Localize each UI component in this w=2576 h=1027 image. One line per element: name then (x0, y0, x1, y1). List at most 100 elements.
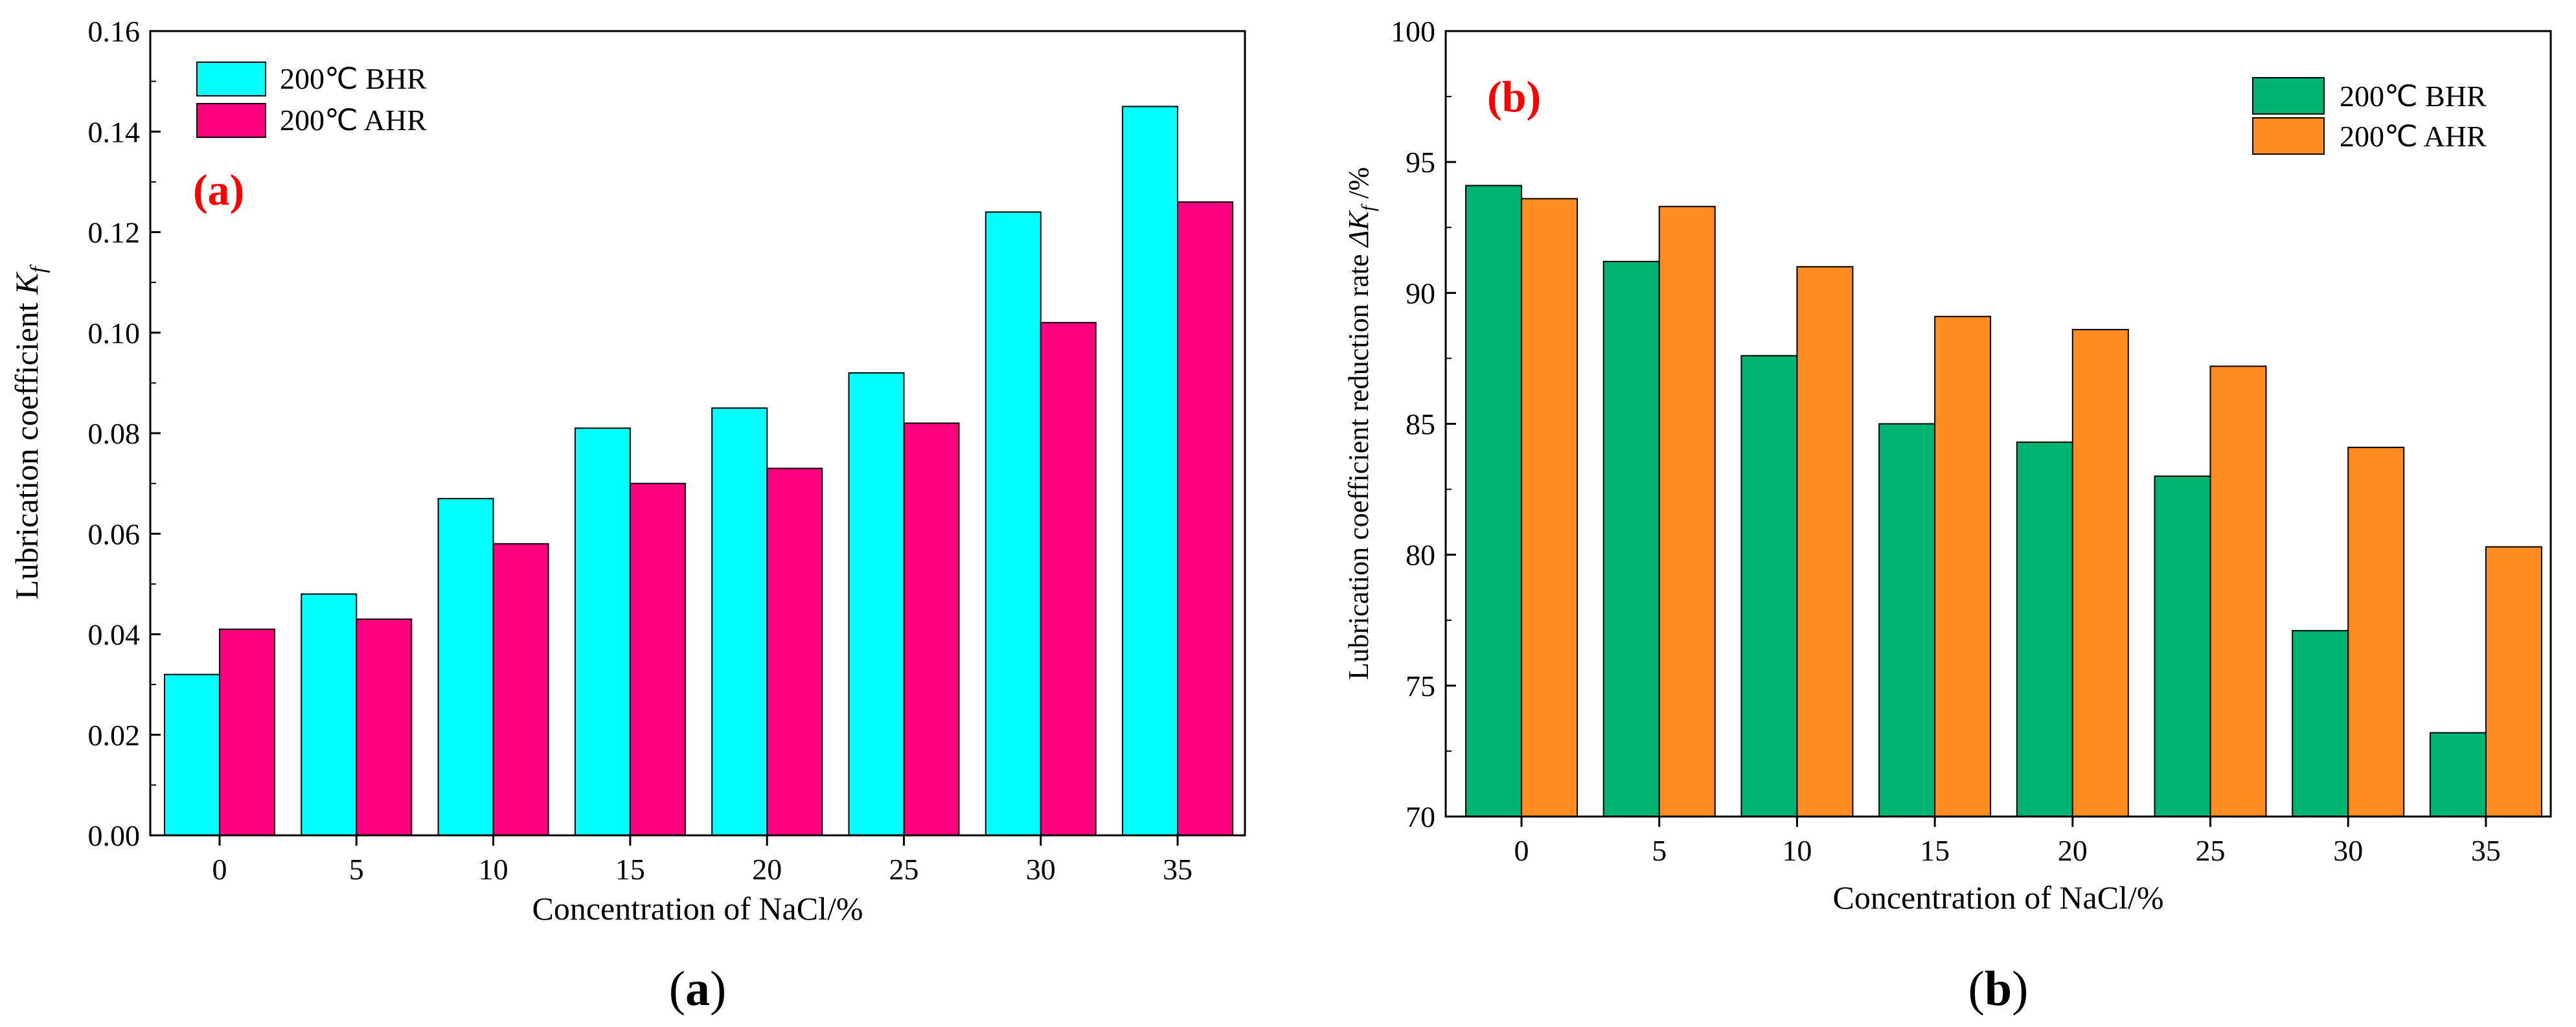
chart-a-bar-bhr-15 (574, 427, 631, 836)
chart-b-bar-ahr-30 (2347, 446, 2405, 817)
chart-b-y-tick-label-75: 75 (1406, 670, 1435, 703)
chart-b-caption: (b) (1968, 962, 2029, 1016)
chart-b-y-label-symbol: ΔK (1343, 210, 1374, 249)
chart-a-bar-ahr-35 (1177, 201, 1234, 836)
chart-b-bar-bhr-0 (1465, 185, 1522, 818)
chart-b-x-tick-label-20: 20 (2058, 834, 2088, 867)
chart-b-bar-ahr-0 (1521, 198, 1578, 818)
chart-a-legend-label-ahr: 200℃ AHR (280, 104, 427, 137)
chart-a-bar-bhr-25 (848, 372, 905, 836)
chart-b-y-label-tail: /% (1343, 167, 1374, 206)
chart-b-x-tick-label-5: 5 (1652, 834, 1667, 867)
chart-a-y-tick-label-0.00: 0.00 (88, 819, 141, 852)
chart-b-legend-swatch-ahr (2252, 117, 2325, 155)
chart-a-y-tick-label-0.16: 0.16 (88, 15, 141, 48)
chart-a-legend-label-bhr: 200℃ BHR (280, 62, 427, 95)
chart-b-bar-bhr-5 (1602, 260, 1660, 817)
chart-a-x-label: Concentration of NaCl/% (532, 890, 863, 927)
chart-b-y-tick-label-100: 100 (1391, 15, 1435, 48)
chart-a-y-label-symbol: K (8, 271, 45, 295)
chart-a-bar-bhr-35 (1122, 106, 1179, 836)
chart-b-x-tick-label-15: 15 (1920, 834, 1950, 867)
chart-a-y-tick-label-0.14: 0.14 (88, 115, 141, 148)
chart-a-x-tick-label-0: 0 (212, 853, 227, 886)
chart-b-bars (1465, 185, 2542, 818)
chart-b-x-tick-label-25: 25 (2196, 834, 2226, 867)
chart-b: 70 75 80 85 90 95 100 0 5 10 15 20 25 30 35 Concentra… (1343, 15, 2552, 1016)
chart-b-y-label: Lubrication coefficient reduction rate Δ… (1343, 167, 1379, 680)
chart-a-x-tick-label-25: 25 (889, 853, 919, 886)
chart-a-panel-tag: (a) (193, 165, 244, 214)
chart-b-y-tick-label-95: 95 (1406, 146, 1435, 179)
chart-a-x-tick-label-30: 30 (1026, 853, 1056, 886)
chart-a-y-label: Lubrication coefficient Kf (8, 264, 51, 600)
chart-b-bar-bhr-25 (2154, 475, 2211, 817)
chart-b-y-ticks: 70 75 80 85 90 95 100 (1391, 15, 1456, 833)
chart-b-panel-tag: (b) (1487, 72, 1541, 121)
chart-b-x-tick-label-10: 10 (1782, 834, 1812, 867)
chart-b-x-tick-label-35: 35 (2471, 834, 2501, 867)
chart-a-x-ticks: 0 5 10 15 20 25 30 35 (212, 835, 1192, 886)
chart-b-bar-ahr-20 (2071, 328, 2129, 817)
chart-b-y-tick-label-80: 80 (1406, 539, 1435, 572)
chart-a-x-tick-label-10: 10 (479, 853, 508, 886)
chart-a-y-tick-label-0.10: 0.10 (88, 317, 141, 350)
chart-b-legend-label-bhr: 200℃ BHR (2340, 80, 2487, 113)
chart-b-y-tick-label-70: 70 (1406, 800, 1435, 833)
chart-b-x-tick-label-0: 0 (1514, 834, 1529, 867)
chart-a-y-tick-label-0.06: 0.06 (88, 517, 141, 550)
chart-b-legend-label-ahr: 200℃ AHR (2340, 120, 2487, 153)
chart-a-legend-swatch-bhr (196, 62, 266, 96)
chart-a-x-tick-label-35: 35 (1163, 853, 1192, 886)
chart-a-bar-ahr-0 (219, 628, 275, 836)
chart-b-bar-ahr-25 (2209, 365, 2267, 817)
chart-a-bar-ahr-10 (492, 543, 549, 837)
chart-b-x-tick-label-30: 30 (2333, 834, 2363, 867)
chart-b-bar-ahr-10 (1796, 265, 1854, 817)
chart-b-bar-ahr-5 (1658, 205, 1716, 817)
chart-a-x-tick-label-5: 5 (349, 853, 364, 886)
chart-b-bar-ahr-15 (1934, 315, 1992, 817)
chart-a-y-tick-label-0.12: 0.12 (88, 216, 141, 249)
chart-a-bar-bhr-0 (164, 673, 220, 836)
chart-a-y-ticks: 0.00 0.02 0.04 0.06 0.08 0.10 0.12 0.14 0.16 (88, 15, 161, 852)
chart-b-caption-letter: b (1985, 962, 2012, 1016)
chart-a-caption: (a) (669, 962, 727, 1016)
chart-a-caption-letter: a (685, 962, 710, 1016)
chart-a-bar-bhr-10 (437, 497, 494, 836)
chart-b-bar-bhr-15 (1878, 423, 1936, 817)
chart-b-x-label: Concentration of NaCl/% (1833, 879, 2164, 916)
chart-a-caption-close: ) (710, 962, 726, 1016)
chart-a-y-label-sub: f (27, 264, 51, 273)
chart-a-bar-ahr-5 (356, 618, 413, 837)
chart-b-legend: 200℃ BHR 200℃ AHR (2252, 77, 2487, 155)
chart-b-x-ticks: 0 5 10 15 20 25 30 35 (1514, 817, 2501, 867)
chart-b-y-label-main: Lubrication coefficient reduction rate (1343, 247, 1374, 680)
chart-b-legend-swatch-bhr (2252, 77, 2325, 115)
chart-a-y-tick-label-0.02: 0.02 (88, 719, 141, 752)
chart-b-bar-bhr-20 (2016, 441, 2073, 817)
chart-b-y-tick-label-85: 85 (1406, 408, 1435, 441)
chart-a-y-tick-label-0.04: 0.04 (88, 618, 141, 651)
chart-b-bar-bhr-35 (2429, 732, 2487, 817)
chart-b-bar-ahr-35 (2485, 546, 2542, 818)
chart-a-bar-bhr-30 (985, 211, 1042, 836)
chart-b-y-tick-label-90: 90 (1406, 276, 1435, 310)
chart-a-y-tick-label-0.08: 0.08 (88, 417, 141, 450)
chart-a-x-tick-label-15: 15 (615, 853, 645, 886)
chart-a-bar-ahr-30 (1040, 322, 1097, 837)
chart-a-bar-ahr-20 (766, 468, 823, 836)
chart-a-bar-ahr-15 (629, 482, 686, 836)
chart-a-legend-swatch-ahr (196, 103, 266, 138)
chart-a-legend: 200℃ BHR 200℃ AHR (196, 62, 427, 138)
chart-a: 0.00 0.02 0.04 0.06 0.08 0.10 0.12 0.14 0.16 0 5 1… (8, 15, 1246, 1016)
chart-b-caption-open: ( (1968, 962, 1985, 1016)
chart-b-bar-bhr-30 (2292, 629, 2349, 817)
chart-a-bar-bhr-20 (711, 407, 768, 836)
chart-a-caption-open: ( (669, 962, 685, 1016)
chart-a-y-label-main: Lubrication coefficient (8, 295, 45, 600)
chart-a-bar-bhr-5 (301, 593, 358, 837)
chart-a-x-tick-label-20: 20 (752, 853, 782, 886)
chart-a-bars (164, 106, 1234, 837)
